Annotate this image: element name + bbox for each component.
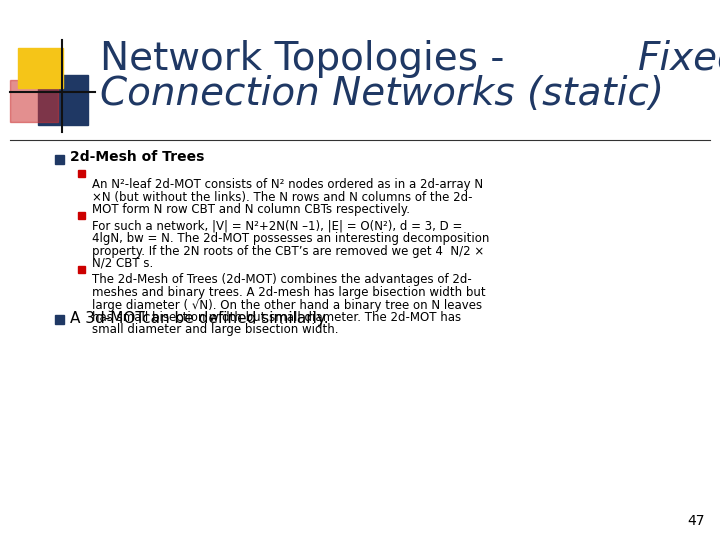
- Text: meshes and binary trees. A 2d-mesh has large bisection width but: meshes and binary trees. A 2d-mesh has l…: [92, 286, 485, 299]
- Text: ×N (but without the links). The N rows and N columns of the 2d-: ×N (but without the links). The N rows a…: [92, 191, 472, 204]
- Text: small diameter and large bisection width.: small diameter and large bisection width…: [92, 323, 338, 336]
- Text: has small bisection width but small diameter. The 2d-MOT has: has small bisection width but small diam…: [92, 311, 461, 324]
- Text: Fixed: Fixed: [638, 40, 720, 78]
- Text: An N²-leaf 2d-MOT consists of N² nodes ordered as in a 2d-array N: An N²-leaf 2d-MOT consists of N² nodes o…: [92, 178, 483, 191]
- Text: 47: 47: [688, 514, 705, 528]
- Bar: [55, 315, 64, 324]
- Bar: [78, 170, 85, 177]
- Text: 2d-Mesh of Trees: 2d-Mesh of Trees: [70, 150, 204, 164]
- Text: N/2 CBT s.: N/2 CBT s.: [92, 257, 153, 270]
- Bar: [78, 212, 85, 219]
- Text: Connection Networks (static): Connection Networks (static): [100, 75, 664, 113]
- Text: For such a network, |V| = N²+2N(N –1), |E| = O(N²), d = 3, D =: For such a network, |V| = N²+2N(N –1), |…: [92, 219, 462, 233]
- Text: 4lgN, bw = N. The 2d-MOT possesses an interesting decomposition: 4lgN, bw = N. The 2d-MOT possesses an in…: [92, 232, 490, 245]
- Text: Network Topologies -: Network Topologies -: [100, 40, 517, 78]
- Bar: [38, 75, 88, 125]
- Text: property. If the 2N roots of the CBT’s are removed we get 4  N/2 ×: property. If the 2N roots of the CBT’s a…: [92, 245, 485, 258]
- Text: A 3d-MOTcan be defined similarly.: A 3d-MOTcan be defined similarly.: [70, 310, 328, 326]
- Text: MOT form N row CBT and N column CBTs respectively.: MOT form N row CBT and N column CBTs res…: [92, 203, 410, 216]
- Bar: [55, 155, 64, 164]
- Bar: [10, 80, 58, 122]
- Bar: [18, 48, 63, 88]
- Bar: [78, 266, 85, 273]
- Text: large diameter ( √N). On the other hand a binary tree on N leaves: large diameter ( √N). On the other hand …: [92, 299, 482, 312]
- Text: The 2d-Mesh of Trees (2d-MOT) combines the advantages of 2d-: The 2d-Mesh of Trees (2d-MOT) combines t…: [92, 273, 472, 287]
